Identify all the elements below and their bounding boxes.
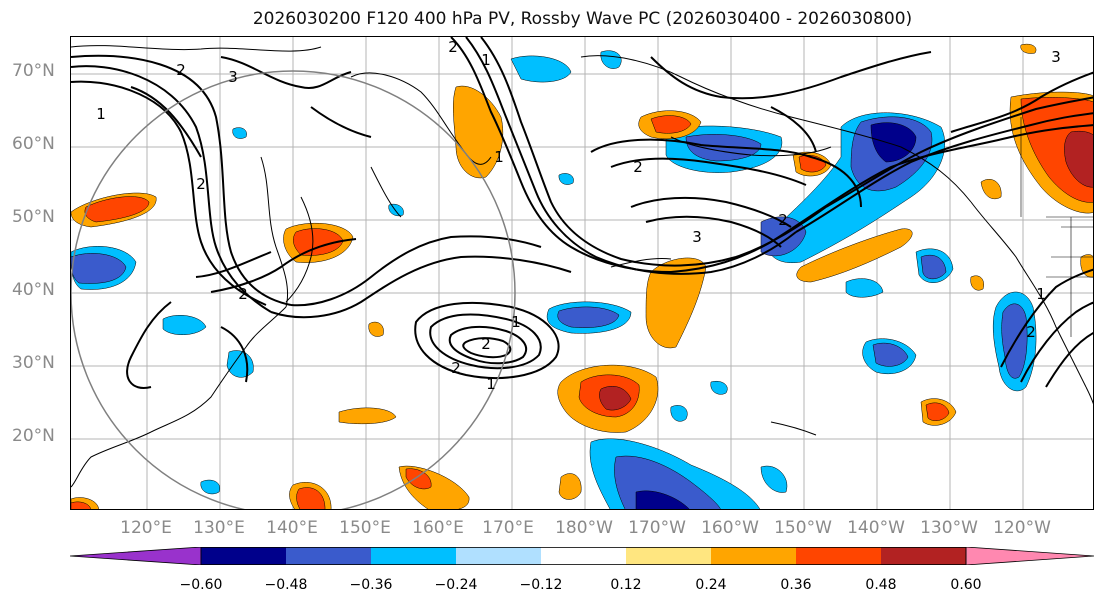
colorbar-bin xyxy=(881,547,966,565)
colorbar-bin xyxy=(541,547,626,565)
colorbar xyxy=(70,547,1094,565)
colorbar-tick: 0.60 xyxy=(950,577,982,593)
contour-label: 3 xyxy=(1051,48,1061,66)
colorbar-tick: 0.48 xyxy=(865,577,897,593)
contour-label: 2 xyxy=(633,158,643,176)
contour-label: 3 xyxy=(228,68,238,86)
lon-label-160e: 160°E xyxy=(412,518,464,538)
lon-label-140w: 140°W xyxy=(847,518,905,538)
lat-label-30n: 30°N xyxy=(12,353,55,373)
contour-label: 1 xyxy=(486,375,496,393)
lat-label-20n: 20°N xyxy=(12,426,55,446)
lat-label-70n: 70°N xyxy=(12,61,55,81)
contour-label: 2 xyxy=(448,38,458,56)
contour-label: 2 xyxy=(176,61,186,79)
contour-label: 2 xyxy=(196,175,206,193)
lat-label-40n: 40°N xyxy=(12,280,55,300)
contour-label: 3 xyxy=(692,228,702,246)
contour-label: 1 xyxy=(511,313,521,331)
contour-label: 2 xyxy=(778,211,788,229)
pv-anomaly-shading xyxy=(71,43,1093,509)
colorbar-bin xyxy=(626,547,711,565)
colorbar-tick: −0.12 xyxy=(519,577,563,593)
colorbar-tick: 0.36 xyxy=(780,577,812,593)
lon-label-160w: 160°W xyxy=(701,518,759,538)
contour-label: 1 xyxy=(494,148,504,166)
lon-label-120w: 120°W xyxy=(993,518,1051,538)
colorbar-bin xyxy=(796,547,881,565)
lon-label-140e: 140°E xyxy=(266,518,318,538)
contour-label-group: 1 2 3 2 2 1 2 1 2 3 2 1 1 2 2 1 2 3 xyxy=(96,38,1061,393)
lat-label-60n: 60°N xyxy=(12,134,55,154)
colorbar-bin xyxy=(371,547,456,565)
lon-label-120e: 120°E xyxy=(120,518,172,538)
colorbar-tick: −0.48 xyxy=(264,577,308,593)
radius-circle xyxy=(71,70,516,509)
map-panel: 1 2 3 2 2 1 2 1 2 3 2 1 1 2 2 1 2 3 xyxy=(70,36,1094,510)
lon-label-150e: 150°E xyxy=(339,518,391,538)
lon-label-170w: 170°W xyxy=(628,518,686,538)
colorbar-tick: −0.24 xyxy=(434,577,478,593)
pv-contours xyxy=(71,37,1093,389)
contour-label: 1 xyxy=(481,51,491,69)
contour-label: 2 xyxy=(451,359,461,377)
colorbar-extend-high xyxy=(965,547,1094,565)
colorbar-bin xyxy=(201,547,286,565)
contour-label: 1 xyxy=(96,105,106,123)
colorbar-tick: −0.36 xyxy=(349,577,393,593)
contour-label: 1 xyxy=(1036,285,1046,303)
contour-label: 2 xyxy=(481,335,491,353)
colorbar-tick: 0.24 xyxy=(695,577,727,593)
lon-label-180w: 180°W xyxy=(555,518,613,538)
lon-label-130e: 130°E xyxy=(193,518,245,538)
colorbar-bin xyxy=(711,547,796,565)
colorbar-outline xyxy=(200,547,967,565)
lon-label-150w: 150°W xyxy=(774,518,832,538)
colorbar-tick: −0.60 xyxy=(179,577,223,593)
map-canvas: 1 2 3 2 2 1 2 1 2 3 2 1 1 2 2 1 2 3 xyxy=(71,37,1093,509)
contour-label: 2 xyxy=(238,285,248,303)
lon-label-130w: 130°W xyxy=(920,518,978,538)
map-title: 2026030200 F120 400 hPa PV, Rossby Wave … xyxy=(252,9,913,29)
colorbar-tick: 0.12 xyxy=(610,577,642,593)
contour-label: 2 xyxy=(1026,323,1036,341)
lon-label-170e: 170°E xyxy=(482,518,534,538)
colorbar-bin xyxy=(456,547,541,565)
colorbar-extend-low xyxy=(70,547,202,565)
colorbar-bin xyxy=(286,547,371,565)
lat-label-50n: 50°N xyxy=(12,207,55,227)
